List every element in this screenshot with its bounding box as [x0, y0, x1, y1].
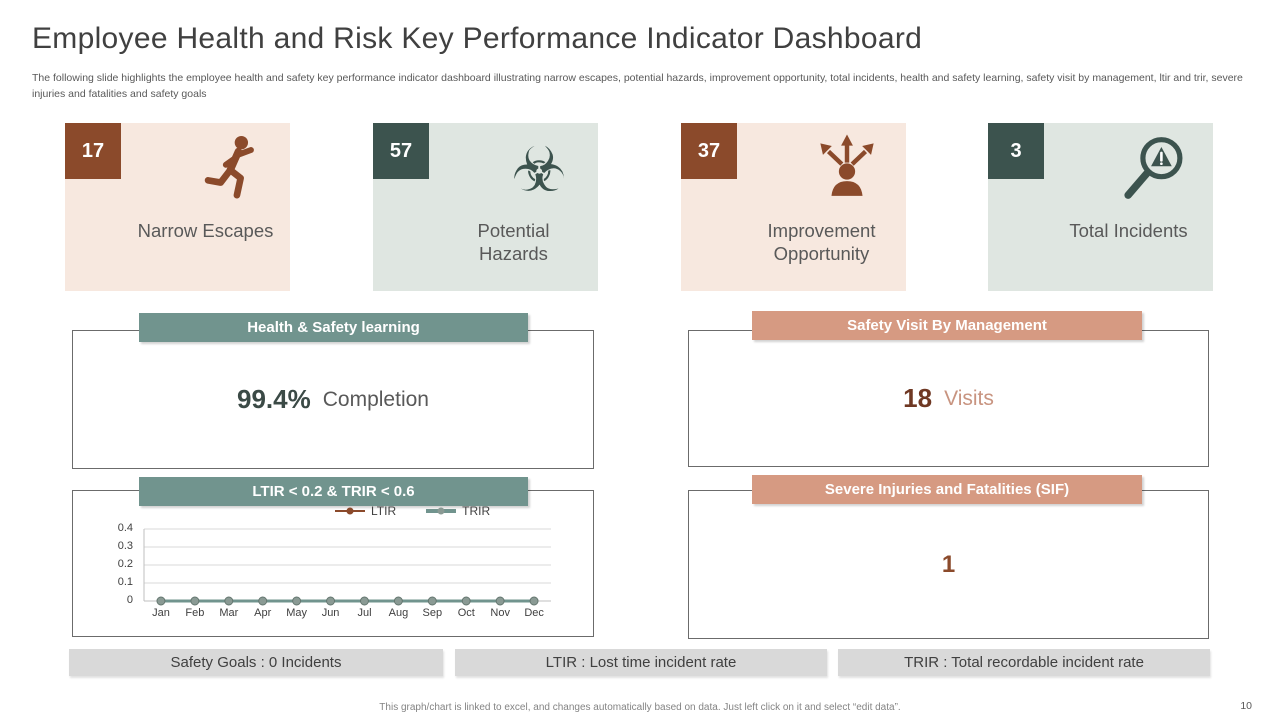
panel-header-health-safety-learning: Health & Safety learning	[139, 313, 528, 342]
kpi-value-badge: 17	[65, 123, 121, 179]
kpi-card-total-incidents: 3 Total Incidents	[988, 123, 1213, 291]
sif-value: 1	[941, 550, 956, 578]
excel-link-note: This graph/chart is linked to excel, and…	[379, 702, 901, 713]
kpi-value-badge: 37	[681, 123, 737, 179]
panel-header-ltir-trir: LTIR < 0.2 & TRIR < 0.6	[139, 477, 528, 506]
panel-health-safety-learning: Health & Safety learning 99.4% Completio…	[72, 313, 594, 469]
kpi-label: Narrow Escapes	[137, 220, 274, 241]
legend-swatch-icon	[335, 507, 365, 515]
ltir-trir-yaxis: 0.4 0.3 0.2 0.1 0	[117, 522, 133, 606]
ltir-trir-xaxis: Jan Feb Mar Apr May Jun Jul Aug Sep Oct Nov Dec	[152, 607, 544, 619]
legend-box-safety-goals: Safety Goals : 0 Incidents	[69, 649, 443, 676]
ltir-trir-legend: LTIR TRIR	[335, 504, 490, 518]
magnifier-alert-icon	[1117, 133, 1191, 207]
legend-box-trir-definition: TRIR : Total recordable incident rate	[838, 649, 1210, 676]
safety-visit-unit: Visits	[944, 386, 994, 410]
panel-ltir-trir-chart[interactable]: LTIR < 0.2 & TRIR < 0.6 LTIR TRIR 0.4 0.3 0…	[72, 477, 594, 637]
page-subtitle: The following slide highlights the emplo…	[32, 72, 1243, 101]
panel-sif: Severe Injuries and Fatalities (SIF) 1	[688, 475, 1209, 639]
legend-item-trir: TRIR	[426, 504, 490, 518]
kpi-value-badge: 3	[988, 123, 1044, 179]
biohazard-glyph: ☣	[511, 133, 567, 206]
safety-visit-value: 18	[903, 383, 933, 413]
kpi-card-narrow-escapes: 17 Narrow Escapes	[65, 123, 290, 291]
kpi-value-badge: 57	[373, 123, 429, 179]
panel-header-sif: Severe Injuries and Fatalities (SIF)	[752, 475, 1142, 504]
kpi-label: Potential Hazards	[477, 220, 550, 265]
page-title: Employee Health and Risk Key Performance…	[32, 22, 923, 55]
legend-box-ltir-definition: LTIR : Lost time incident rate	[455, 649, 827, 676]
running-person-icon	[194, 133, 268, 207]
panel-safety-visit: Safety Visit By Management 18 Visits	[688, 311, 1209, 467]
biohazard-icon: ☣	[502, 133, 576, 207]
person-arrows-icon	[810, 133, 884, 207]
kpi-card-potential-hazards: 57 ☣ Potential Hazards	[373, 123, 598, 291]
kpi-card-improvement-opportunity: 37 Improvement Opportunity	[681, 123, 906, 291]
legend-item-ltir: LTIR	[335, 504, 396, 518]
panel-header-safety-visit: Safety Visit By Management	[752, 311, 1142, 340]
legend-swatch-icon	[426, 507, 457, 515]
health-safety-completion-value: 99.4%	[237, 384, 311, 414]
kpi-label: Improvement Opportunity	[767, 220, 876, 265]
kpi-label: Total Incidents	[1069, 220, 1188, 241]
ltir-trir-plot[interactable]	[143, 528, 551, 606]
page-number: 10	[1240, 700, 1252, 712]
health-safety-completion-unit: Completion	[322, 387, 429, 411]
